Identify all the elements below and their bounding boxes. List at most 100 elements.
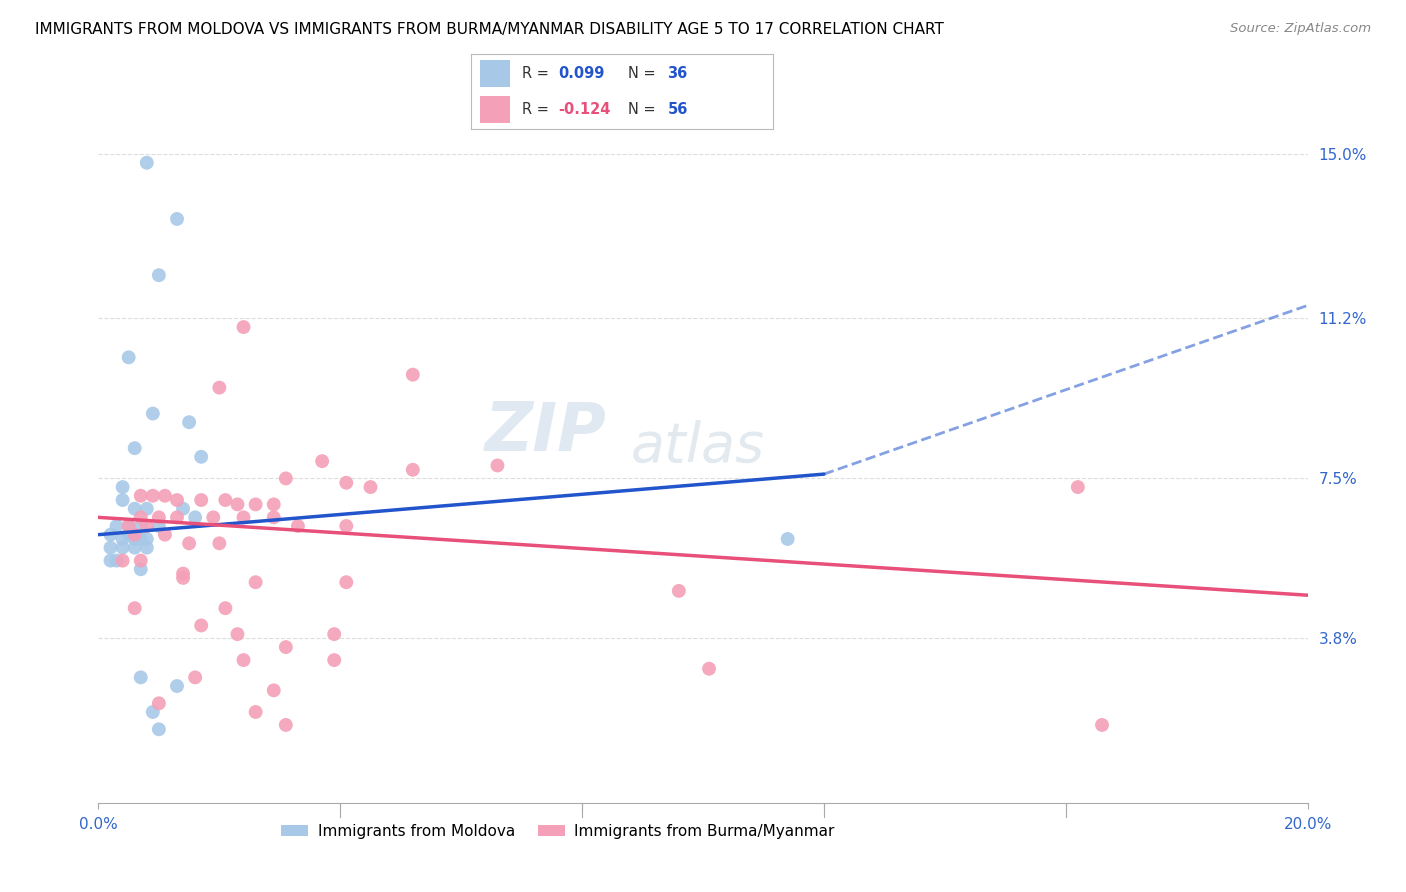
Point [172,571,194,585]
Point [118,519,141,533]
Point [100,541,122,555]
Point [111,480,134,494]
Point [263,510,285,524]
Point [142,407,165,421]
Point [190,450,212,464]
Point [166,493,188,508]
Point [208,381,231,395]
Point [135,519,157,533]
Point [323,627,346,641]
Point [214,493,236,508]
Point [208,536,231,550]
Point [135,155,157,169]
Bar [479,96,510,123]
Point [118,351,141,365]
Point [124,501,146,516]
Point [232,653,254,667]
Point [190,618,212,632]
Point [105,519,128,533]
Point [184,670,207,684]
Text: Source: ZipAtlas.com: Source: ZipAtlas.com [1230,22,1371,36]
Point [142,705,165,719]
Point [776,532,799,546]
Point [124,441,146,455]
Point [226,497,249,511]
Point [118,527,141,541]
Point [311,454,333,468]
Point [166,211,188,226]
Point [263,497,285,511]
Point [287,519,309,533]
Point [184,510,207,524]
Point [1091,718,1114,732]
Text: ZIP: ZIP [485,399,606,465]
Point [402,368,425,382]
Point [153,527,176,541]
Point [172,501,194,516]
Point [111,532,134,546]
Point [274,640,297,654]
Point [105,553,128,567]
Point [274,471,297,485]
Point [148,696,170,710]
Point [135,532,157,546]
Text: R =: R = [523,102,554,117]
Point [135,501,157,516]
Point [335,475,357,490]
Text: N =: N = [628,66,661,81]
Point [129,510,152,524]
Text: 56: 56 [668,102,688,117]
Bar [479,60,510,87]
Point [142,489,165,503]
Point [166,510,188,524]
Point [118,519,141,533]
Point [148,268,170,282]
Point [111,553,134,567]
Point [323,653,346,667]
Point [214,601,236,615]
Point [245,575,267,590]
Text: R =: R = [523,66,554,81]
Point [226,627,249,641]
Text: 36: 36 [668,66,688,81]
Point [124,541,146,555]
Point [232,320,254,334]
Point [129,562,152,576]
Point [100,527,122,541]
Point [232,510,254,524]
Point [124,532,146,546]
Point [124,527,146,541]
Point [245,705,267,719]
Legend: Immigrants from Moldova, Immigrants from Burma/Myanmar: Immigrants from Moldova, Immigrants from… [274,818,841,845]
Point [111,541,134,555]
Point [402,463,425,477]
Text: N =: N = [628,102,661,117]
Text: -0.124: -0.124 [558,102,612,117]
Point [124,601,146,615]
Point [668,583,690,598]
Point [335,519,357,533]
Point [135,541,157,555]
Text: 0.099: 0.099 [558,66,605,81]
Point [153,489,176,503]
Point [263,683,285,698]
Point [129,519,152,533]
Point [172,566,194,581]
Point [100,553,122,567]
Point [148,723,170,737]
Point [166,679,188,693]
Point [148,510,170,524]
Point [274,718,297,732]
Point [360,480,382,494]
Point [697,662,720,676]
Point [129,532,152,546]
Point [202,510,225,524]
Point [111,493,134,508]
Point [179,415,201,429]
Point [129,670,152,684]
Text: IMMIGRANTS FROM MOLDOVA VS IMMIGRANTS FROM BURMA/MYANMAR DISABILITY AGE 5 TO 17 : IMMIGRANTS FROM MOLDOVA VS IMMIGRANTS FR… [35,22,943,37]
Point [179,536,201,550]
Point [129,489,152,503]
Point [486,458,509,473]
Point [129,553,152,567]
